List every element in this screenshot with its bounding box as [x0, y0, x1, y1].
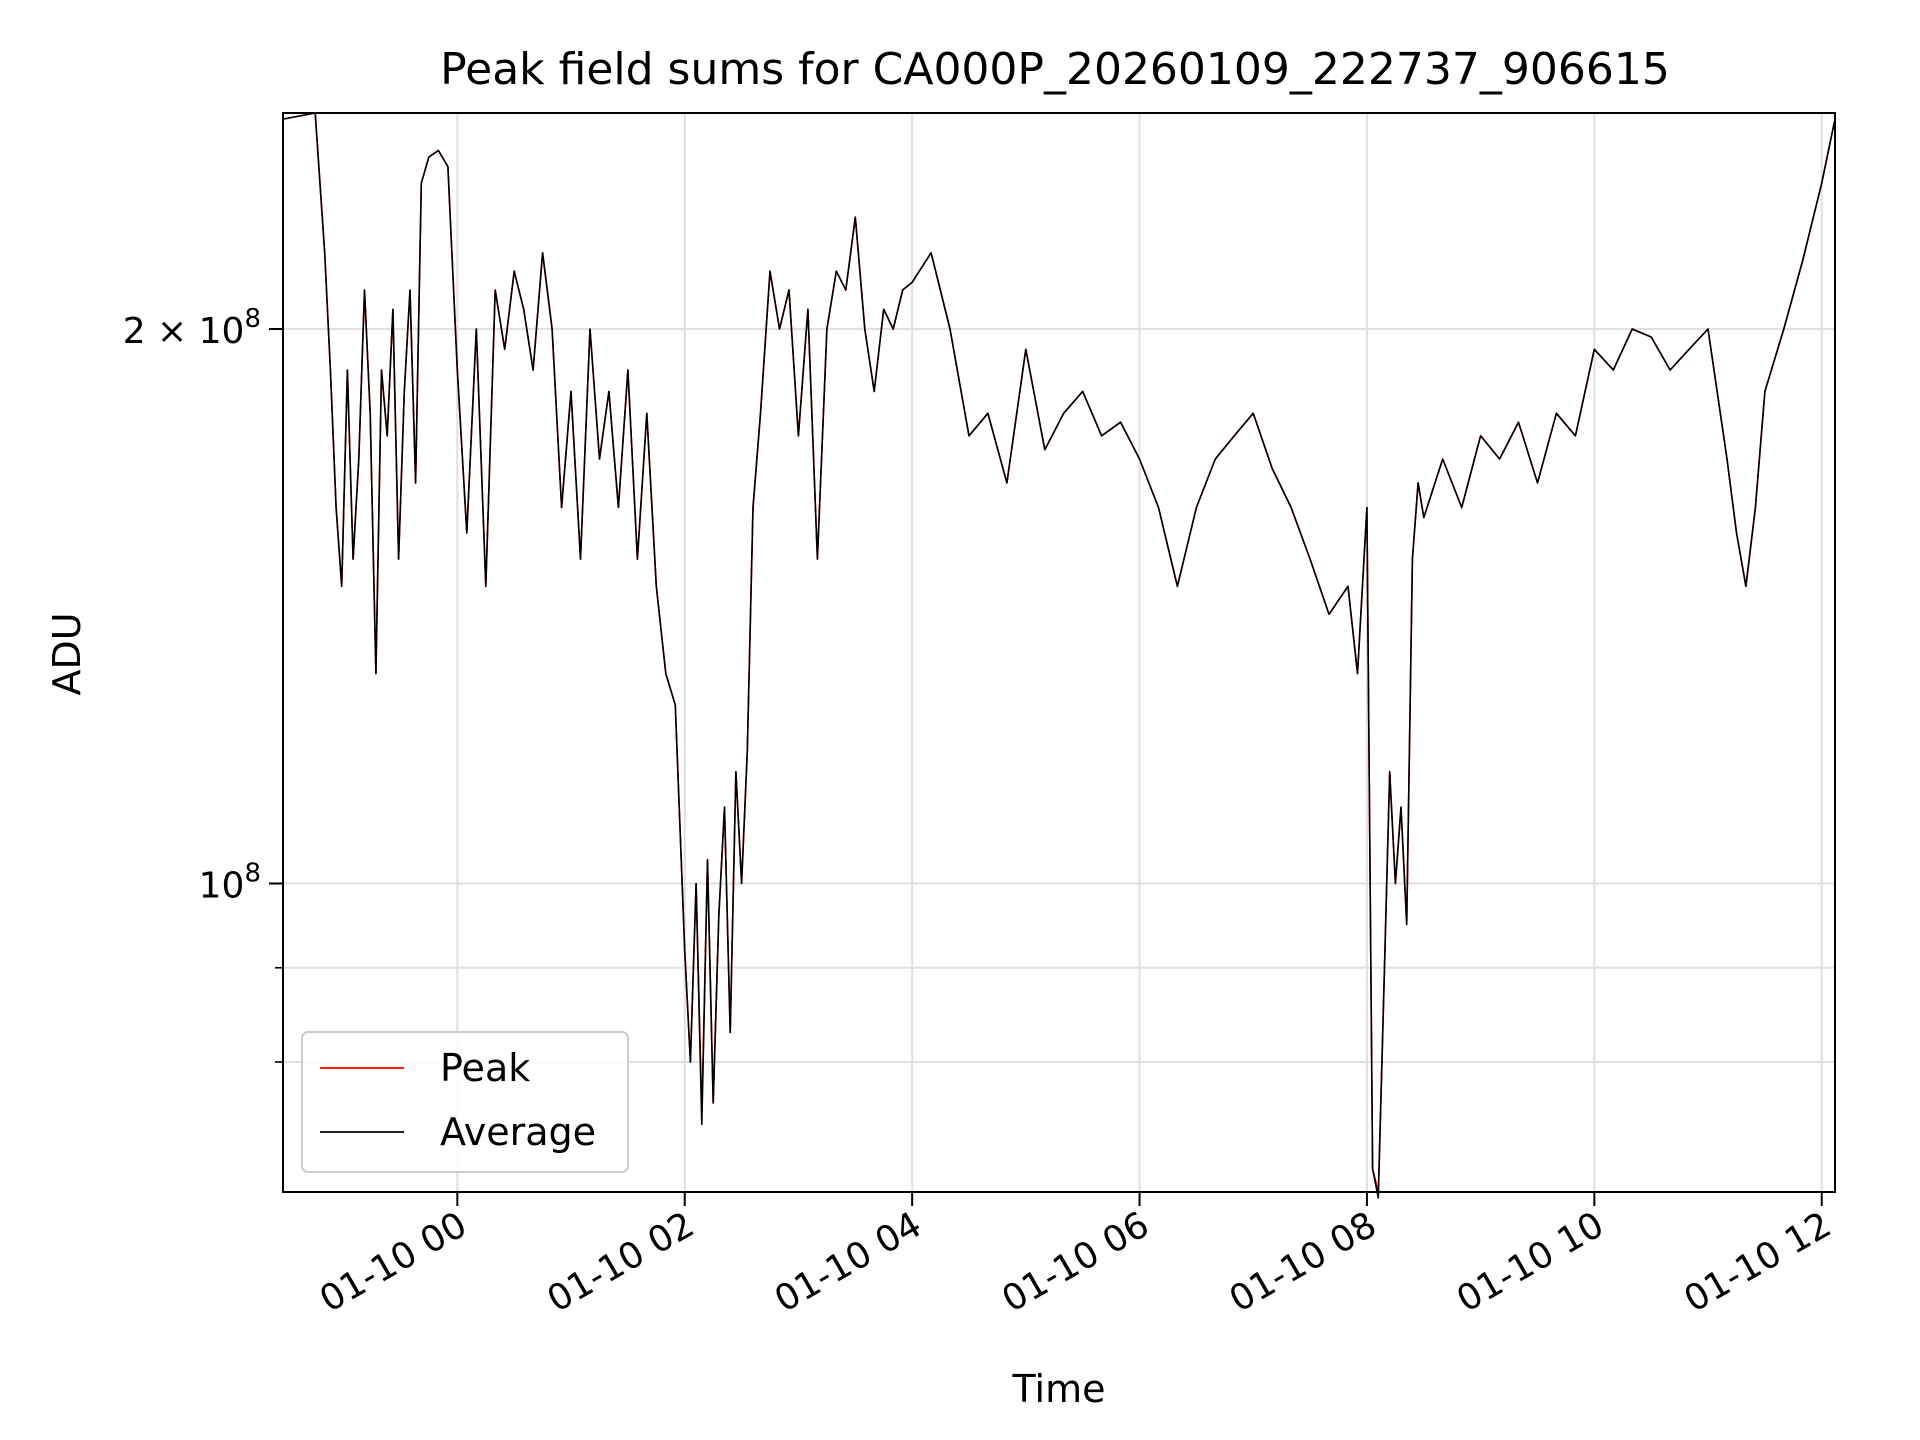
grid	[283, 113, 1835, 1192]
chart-title: Peak field sums for CA000P_20260109_2227…	[440, 44, 1670, 95]
plot-frame	[282, 112, 1836, 1193]
y-tick-label: 108	[199, 858, 261, 906]
legend-average-label: Average	[440, 1110, 596, 1154]
y-axis: 108 2 × 108	[123, 304, 283, 1063]
legend: Peak Average	[301, 1031, 629, 1173]
series-line-average	[282, 112, 1836, 1199]
legend-box	[301, 1031, 629, 1173]
series-layer	[282, 112, 1836, 1199]
y-tick-label: 2 × 108	[123, 304, 261, 352]
legend-peak-label: Peak	[440, 1046, 530, 1090]
y-axis-label: ADU	[45, 612, 89, 695]
x-axis-label: Time	[1012, 1367, 1106, 1411]
